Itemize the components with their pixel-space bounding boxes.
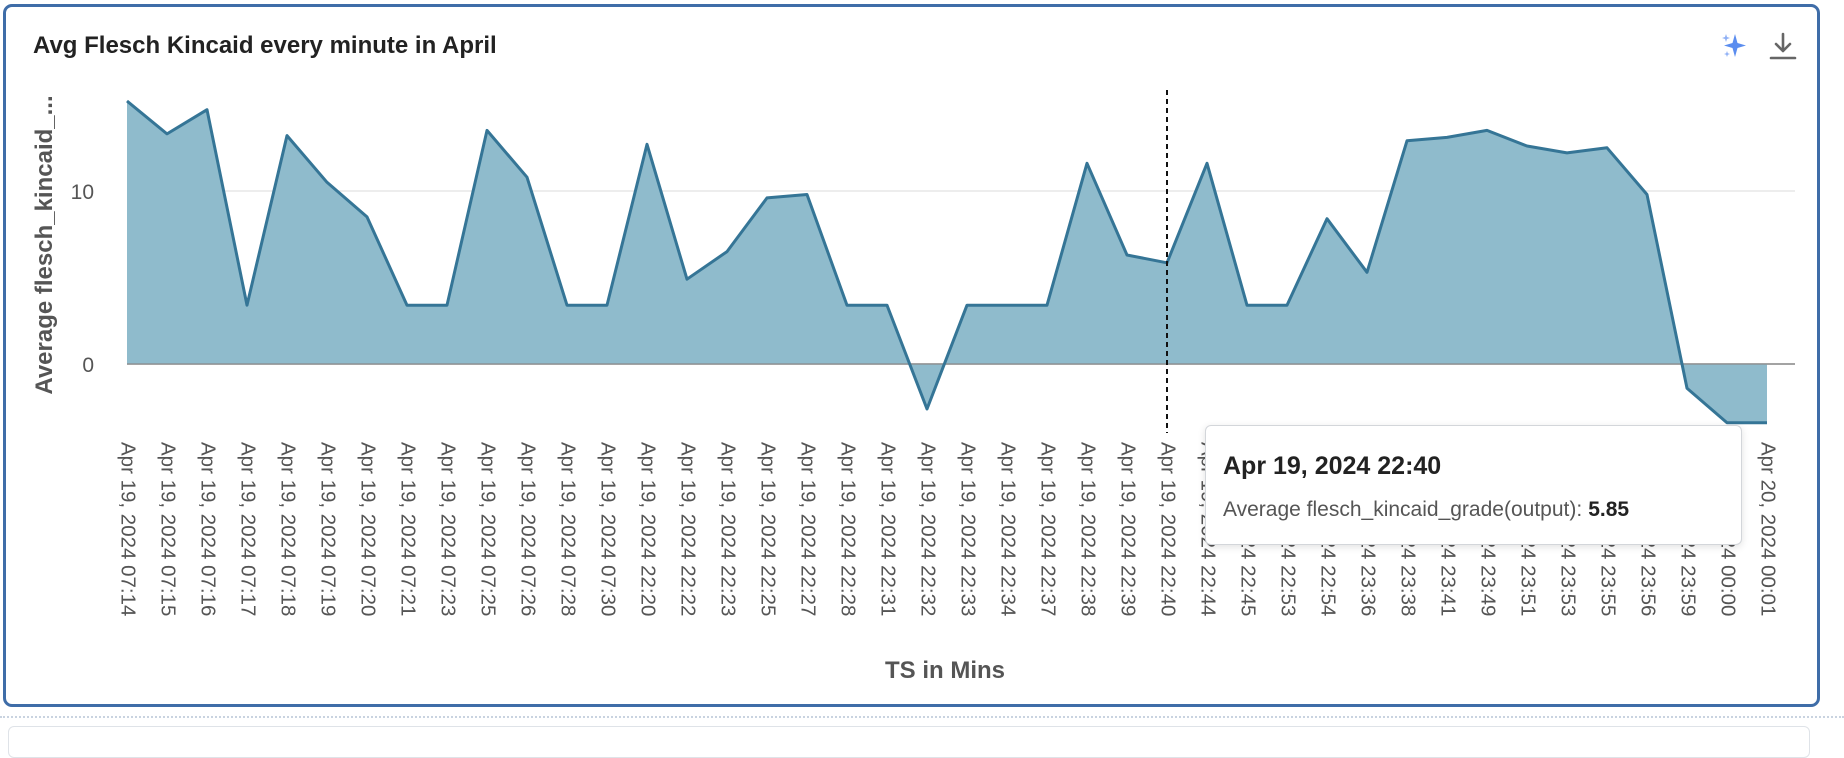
y-tick-label: 10 <box>71 181 94 204</box>
data-point <box>364 214 370 220</box>
tooltip-value: 5.85 <box>1588 498 1630 521</box>
data-point <box>1244 302 1250 308</box>
x-tick-label: Apr 19, 2024 07:19 <box>317 442 340 616</box>
tooltip-row: Average flesch_kincaid_grade(output): 5.8… <box>1223 498 1629 522</box>
x-axis-title: TS in Mins <box>885 657 1005 684</box>
next-panel <box>8 726 1810 758</box>
data-point <box>1484 127 1490 133</box>
data-point <box>1564 150 1570 156</box>
data-point <box>884 302 890 308</box>
data-point <box>1004 302 1010 308</box>
tooltip-title: Apr 19, 2024 22:40 <box>1223 452 1442 480</box>
data-point <box>724 249 730 255</box>
x-tick-label: Apr 19, 2024 22:33 <box>957 442 980 616</box>
x-tick-label: Apr 19, 2024 07:30 <box>597 442 620 616</box>
data-point <box>324 179 330 185</box>
x-tick-label: Apr 19, 2024 22:27 <box>797 442 820 616</box>
x-tick-label: Apr 19, 2024 22:31 <box>877 442 900 616</box>
data-point <box>764 195 770 201</box>
data-point <box>1124 252 1130 258</box>
data-point <box>604 302 610 308</box>
data-point <box>1284 302 1290 308</box>
x-tick-label: Apr 19, 2024 07:18 <box>277 442 300 616</box>
x-tick-label: Apr 20, 2024 00:01 <box>1757 442 1780 616</box>
data-point <box>124 98 130 104</box>
panel-divider <box>0 716 1844 720</box>
x-tick-label: Apr 19, 2024 22:39 <box>1117 442 1140 616</box>
data-point <box>404 302 410 308</box>
data-point <box>1444 134 1450 140</box>
data-point <box>924 406 930 412</box>
x-tick-label: Apr 19, 2024 07:26 <box>517 442 540 616</box>
data-point <box>804 191 810 197</box>
data-point <box>1204 160 1210 166</box>
x-tick-label: Apr 19, 2024 07:25 <box>477 442 500 616</box>
data-point <box>1044 302 1050 308</box>
x-tick-label: Apr 19, 2024 22:32 <box>917 442 940 616</box>
area-fill <box>127 101 1767 423</box>
x-tick-label: Apr 19, 2024 22:38 <box>1077 442 1100 616</box>
panel-title: Avg Flesch Kincaid every minute in April <box>33 32 497 59</box>
data-point <box>1684 385 1690 391</box>
data-point <box>844 302 850 308</box>
data-point <box>564 302 570 308</box>
x-tick-label: Apr 19, 2024 07:20 <box>357 442 380 616</box>
x-tick-label: Apr 19, 2024 22:37 <box>1037 442 1060 616</box>
data-point <box>1524 143 1530 149</box>
data-point <box>444 302 450 308</box>
area-chart[interactable]: 0 10 Apr 19, 2024 07:14 Apr 19, 2024 07:15 A… <box>0 0 1844 716</box>
data-point <box>524 174 530 180</box>
x-tick-label: Apr 19, 2024 07:14 <box>117 442 140 616</box>
x-tick-label: Apr 19, 2024 22:28 <box>837 442 860 616</box>
y-axis-title: Average flesch_kincaid_... <box>31 95 58 394</box>
data-point <box>1324 216 1330 222</box>
chart-tooltip: Apr 19, 2024 22:40 Average flesch_kincai… <box>1205 425 1742 545</box>
x-tick-label: Apr 19, 2024 07:16 <box>197 442 220 616</box>
data-point <box>204 107 210 113</box>
x-tick-label: Apr 19, 2024 22:23 <box>717 442 740 616</box>
tooltip-series-label: Average flesch_kincaid_grade(output): <box>1223 498 1583 521</box>
data-point <box>244 302 250 308</box>
data-point <box>484 127 490 133</box>
x-tick-label: Apr 19, 2024 07:28 <box>557 442 580 616</box>
data-point <box>164 131 170 137</box>
x-tick-label: Apr 19, 2024 22:25 <box>757 442 780 616</box>
download-icon[interactable] <box>1767 30 1799 62</box>
x-tick-label: Apr 19, 2024 07:15 <box>157 442 180 616</box>
data-point <box>964 302 970 308</box>
x-tick-label: Apr 19, 2024 22:20 <box>637 442 660 616</box>
data-point <box>1764 420 1770 426</box>
x-tick-label: Apr 19, 2024 22:22 <box>677 442 700 616</box>
data-point <box>1364 269 1370 275</box>
sparkle-icon[interactable] <box>1718 30 1750 62</box>
data-point <box>1644 191 1650 197</box>
data-point <box>684 276 690 282</box>
series-line <box>126 99 1767 425</box>
x-tick-label: Apr 19, 2024 07:17 <box>237 442 260 616</box>
x-tick-label: Apr 19, 2024 22:34 <box>997 442 1020 616</box>
data-point <box>1084 160 1090 166</box>
data-point <box>284 133 290 139</box>
data-point <box>644 141 650 147</box>
data-point <box>1404 138 1410 144</box>
x-tick-label: Apr 19, 2024 22:40 <box>1157 442 1180 616</box>
x-tick-label: Apr 19, 2024 07:23 <box>437 442 460 616</box>
x-tick-label: Apr 19, 2024 07:21 <box>397 442 420 616</box>
y-tick-label: 0 <box>82 354 94 377</box>
data-point <box>1604 145 1610 151</box>
